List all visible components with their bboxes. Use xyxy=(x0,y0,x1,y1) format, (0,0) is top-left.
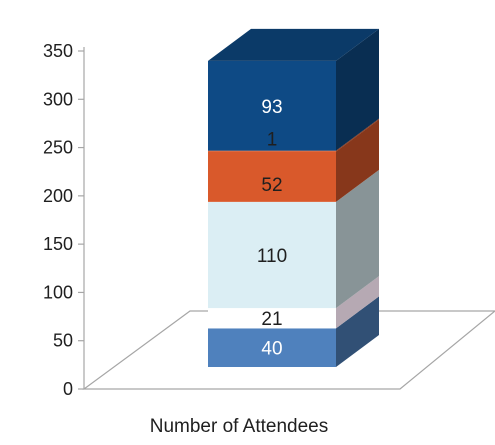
data-label: 110 xyxy=(257,246,287,267)
data-label: 21 xyxy=(261,309,282,330)
y-tick-label: 100 xyxy=(43,282,73,302)
data-label: 1 xyxy=(267,130,278,151)
y-tick-label: 250 xyxy=(43,138,73,158)
bar-top-face xyxy=(208,28,379,61)
y-tick-label: 300 xyxy=(43,89,73,109)
x-axis: Number of Attendees xyxy=(150,416,329,437)
y-axis: 0 50 100 150 200 250 300 350 xyxy=(43,41,85,399)
bar-segment-side xyxy=(336,118,379,152)
y-tick-label: 0 xyxy=(63,379,73,399)
data-label: 93 xyxy=(261,97,282,118)
bar-segment xyxy=(208,151,336,202)
data-label: 52 xyxy=(261,175,282,196)
data-label: 40 xyxy=(261,339,282,360)
y-tick-label: 200 xyxy=(43,186,73,206)
y-tick-label: 50 xyxy=(53,331,73,351)
bar-segment xyxy=(208,201,336,309)
data-labels: 40 21 110 52 1 93 xyxy=(257,97,287,360)
bar-segment-side xyxy=(336,169,379,309)
bar-segment-side xyxy=(336,276,379,329)
y-tick-label: 350 xyxy=(43,41,73,61)
bar-segment-side xyxy=(336,28,379,151)
bar-segment xyxy=(208,328,336,367)
y-tick-label: 150 xyxy=(43,234,73,254)
bar-stack xyxy=(208,28,379,367)
x-category-label: Number of Attendees xyxy=(150,416,329,437)
bar-segment xyxy=(208,308,336,329)
bar-segment xyxy=(208,150,336,152)
bar-segment-side xyxy=(336,296,379,367)
bar-segment-side xyxy=(336,119,379,202)
bar-segment xyxy=(208,60,336,151)
